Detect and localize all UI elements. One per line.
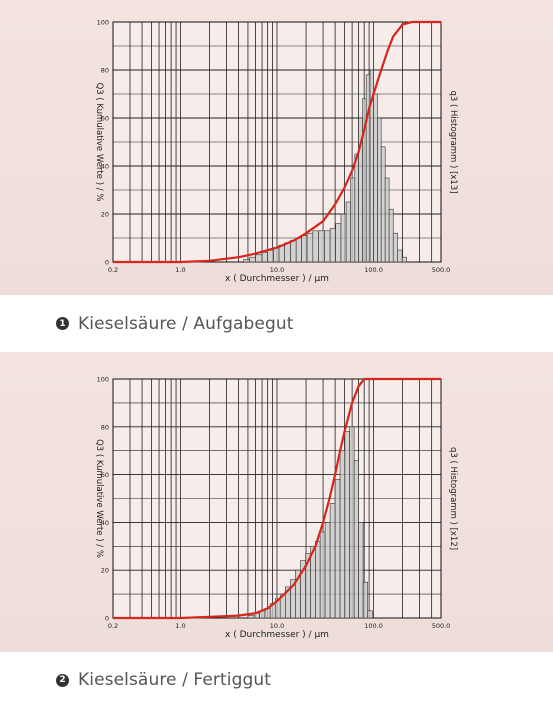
caption-row-2: 2 Kieselsäure / Fertiggut xyxy=(0,652,553,708)
histogram-bar xyxy=(384,177,390,263)
histogram-bar xyxy=(397,249,403,263)
x-tick-label: 0.2 xyxy=(108,266,118,274)
x-tick-label: 1.0 xyxy=(175,266,185,274)
caption-number-badge: 1 xyxy=(56,317,69,330)
histogram-bar xyxy=(367,610,373,619)
cumulative-curve xyxy=(113,20,441,264)
histogram-bar xyxy=(243,259,250,263)
y-tick-label: 20 xyxy=(101,211,109,219)
chart-panel-2: 0 20 40 60 80 100 0.2 1.0 10.0 100.0 500.0 x ( Durc… xyxy=(0,352,553,652)
histogram-bar xyxy=(312,230,319,263)
histogram-bar xyxy=(290,240,297,263)
histogram-bar xyxy=(329,228,336,263)
histogram-bar xyxy=(339,450,346,619)
histogram-bar xyxy=(329,502,336,619)
histogram-bar xyxy=(334,479,341,619)
x-tick-label: 10.0 xyxy=(270,622,284,630)
histogram-bar xyxy=(249,256,256,263)
chart-caption: Kieselsäure / Aufgabegut xyxy=(78,313,294,334)
x-axis-label: x ( Durchmesser ) / µm xyxy=(225,630,329,640)
x-axis-label: x ( Durchmesser ) / µm xyxy=(225,274,329,284)
histogram-bar xyxy=(267,249,274,263)
y-axis-label-right: q3 ( Histogramm ) [x13] xyxy=(448,90,458,193)
histogram-bar xyxy=(349,426,355,619)
caption-number-badge: 2 xyxy=(56,673,69,687)
histogram-bar xyxy=(373,93,378,263)
x-tick-label: 1.0 xyxy=(175,622,185,630)
histogram-bar xyxy=(306,232,314,263)
y-axis-label-right: q3 ( Histogramm ) [x12] xyxy=(448,447,458,550)
histogram-bar xyxy=(295,237,302,263)
chart-aufgabegut: 0 20 40 60 80 100 0.2 1.0 10.0 100.0 500.0 x ( Durc… xyxy=(94,19,458,285)
histogram-bar xyxy=(345,201,351,263)
histogram-bar xyxy=(340,213,347,263)
histogram-bar xyxy=(358,522,364,619)
histogram-bar xyxy=(301,235,308,263)
y-tick-label: 40 xyxy=(101,163,109,171)
histogram-bar xyxy=(377,117,382,263)
histogram-bar xyxy=(401,256,407,263)
y-axis-label-left: Q3 ( Kumulative Werte ) / % xyxy=(94,83,104,202)
y-tick-label: 80 xyxy=(101,67,109,75)
x-tick-label: 500.0 xyxy=(432,622,451,630)
histogram-bar xyxy=(365,74,371,263)
x-tick-label: 0.2 xyxy=(108,622,118,630)
histogram-bar xyxy=(261,252,268,263)
y-tick-label: 0 xyxy=(105,259,109,267)
y-tick-label: 20 xyxy=(101,567,109,575)
y-axis-label-left: Q3 ( Kumulative Werte ) / % xyxy=(94,439,104,558)
grid xyxy=(113,22,441,262)
x-tick-label: 10.0 xyxy=(270,266,284,274)
x-tick-label: 100.0 xyxy=(364,266,383,274)
caption-row-1: 1 Kieselsäure / Aufgabegut xyxy=(0,295,553,352)
histogram-bar xyxy=(388,208,394,263)
x-tick-label: 500.0 xyxy=(432,266,451,274)
histogram-bar xyxy=(315,541,321,619)
histogram xyxy=(243,69,407,263)
histogram-bar xyxy=(278,244,285,263)
y-tick-label: 60 xyxy=(101,471,109,479)
histogram-bar xyxy=(354,153,359,263)
chart-panel-1: 0 20 40 60 80 100 0.2 1.0 10.0 100.0 500.0 x ( Durc… xyxy=(0,0,553,295)
histogram-bar xyxy=(318,230,325,263)
histogram-bar xyxy=(324,230,331,263)
histogram-bar xyxy=(392,232,399,263)
histogram-bar xyxy=(353,459,359,619)
y-tick-label: 0 xyxy=(105,615,109,623)
histogram-bar xyxy=(273,247,280,263)
histogram-bar xyxy=(255,254,263,263)
histogram-bar xyxy=(284,242,291,263)
histogram-bar xyxy=(335,223,342,263)
y-tick-label: 100 xyxy=(97,19,109,27)
histogram-bar xyxy=(350,177,356,263)
x-tick-label: 100.0 xyxy=(364,622,383,630)
y-tick-label: 60 xyxy=(101,115,109,123)
histogram xyxy=(247,426,373,619)
histogram-bar xyxy=(362,581,368,619)
histogram-bar xyxy=(324,522,331,619)
chart-caption: Kieselsäure / Fertiggut xyxy=(78,670,272,690)
histogram-bar xyxy=(344,431,350,619)
cumulative-curve xyxy=(113,377,441,620)
histogram-bar xyxy=(319,531,326,619)
y-tick-label: 40 xyxy=(101,519,109,527)
y-tick-label: 100 xyxy=(97,376,109,384)
histogram-bar xyxy=(247,615,255,619)
y-tick-label: 80 xyxy=(101,423,109,431)
chart-fertiggut: 0 20 40 60 80 100 0.2 1.0 10.0 100.0 500.0 x ( Durc… xyxy=(94,376,458,641)
histogram-bar xyxy=(380,146,386,263)
